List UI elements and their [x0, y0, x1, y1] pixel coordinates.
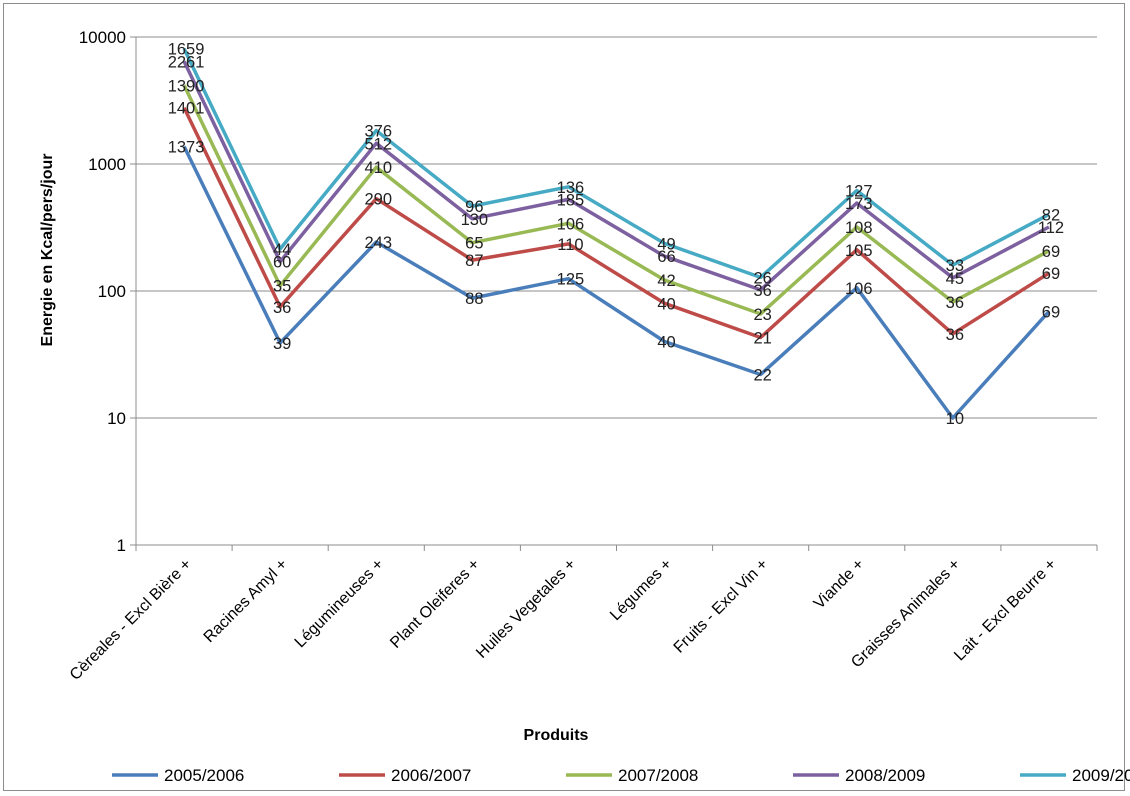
data-label: 290 — [364, 191, 392, 209]
y-axis-title: Energie en Kcal/pers/jour — [39, 154, 56, 347]
data-label: 36 — [946, 326, 964, 344]
series-line — [182, 47, 1050, 280]
y-axis-ticks: 1 10 100 1000 10000 — [79, 28, 136, 555]
data-label: 42 — [657, 272, 675, 290]
data-label: 173 — [845, 195, 873, 213]
series-line — [182, 145, 1051, 420]
series-line — [182, 60, 1050, 292]
data-label: 110 — [557, 236, 583, 254]
data-label: 10 — [946, 410, 964, 428]
x-tick-label: Fruits - Excl Vin + — [671, 556, 772, 657]
data-label: 125 — [557, 271, 585, 289]
x-tick-label: Plant Oleiferes + — [387, 556, 483, 652]
data-label: 60 — [273, 254, 291, 272]
data-label: 243 — [364, 234, 392, 252]
series-line — [182, 106, 1050, 340]
data-label: 1659 — [168, 41, 205, 59]
x-tick-label: Légumes + — [607, 556, 675, 624]
data-label: 44 — [273, 241, 291, 259]
data-label: 108 — [845, 219, 873, 237]
data-label: 69 — [1042, 265, 1060, 283]
legend-label: 2006/2007 — [391, 766, 471, 785]
x-tick-label: Graisses Animales + — [848, 556, 963, 671]
data-label: 69 — [1042, 303, 1060, 321]
data-label: 106 — [845, 280, 873, 298]
data-label: 112 — [1038, 219, 1064, 237]
data-label: 410 — [364, 159, 392, 177]
data-label: 65 — [465, 235, 483, 253]
data-label: 130 — [461, 211, 489, 229]
data-label: 39 — [273, 335, 291, 353]
data-label: 69 — [1042, 243, 1060, 261]
data-label: 49 — [657, 235, 675, 253]
x-tick-label: Légumineuses + — [292, 556, 387, 651]
legend-label: 2007/2008 — [618, 766, 698, 785]
series-lines — [182, 47, 1051, 420]
data-label: 40 — [657, 334, 675, 352]
x-tick-label: Huiles Vegetales + — [473, 556, 579, 662]
data-label: 136 — [557, 179, 585, 197]
data-label: 2261 — [168, 53, 205, 71]
y-tick-label: 1000 — [88, 155, 126, 174]
data-label: 66 — [657, 248, 675, 266]
data-label: 185 — [557, 191, 585, 209]
x-axis-ticks: Cèreales - Excl Bière + Racines Amyl + Lég… — [67, 545, 1098, 684]
data-label: 105 — [845, 242, 873, 260]
legend-label: 2005/2006 — [164, 766, 244, 785]
data-label: 512 — [364, 135, 392, 153]
data-label: 22 — [753, 367, 771, 385]
data-label: 376 — [364, 123, 392, 141]
data-label: 106 — [557, 215, 585, 233]
data-label: 45 — [946, 270, 964, 288]
y-tick-label: 10000 — [79, 28, 126, 47]
data-label: 35 — [273, 278, 291, 296]
data-label: 36 — [946, 294, 964, 312]
data-label: 82 — [1042, 206, 1060, 224]
data-label: 26 — [753, 269, 771, 287]
data-label: 1373 — [168, 139, 205, 157]
y-tick-label: 100 — [98, 282, 126, 301]
data-labels: 1373 39 243 88 125 40 22 106 10 69 1401 36 290 87 110 4… — [168, 41, 1064, 428]
data-label: 36 — [273, 299, 291, 317]
legend-label: 2009/2010 — [1072, 766, 1130, 785]
data-label: 127 — [845, 182, 873, 200]
data-label: 23 — [753, 306, 771, 324]
x-tick-label: Racines Amyl + — [201, 556, 291, 646]
series-line — [182, 84, 1050, 316]
legend: 2005/2006 2006/2007 2007/2008 2008/2009 2009… — [112, 766, 1130, 785]
legend-label: 2008/2009 — [845, 766, 925, 785]
data-label: 87 — [465, 252, 483, 270]
data-label: 40 — [657, 295, 675, 313]
y-tick-label: 1 — [117, 536, 126, 555]
x-tick-label: Cèreales - Excl Bière + — [67, 556, 195, 684]
x-axis-title: Produits — [524, 727, 589, 744]
x-tick-label: Viande + — [811, 556, 868, 613]
data-label: 88 — [465, 290, 483, 308]
y-tick-label: 10 — [107, 409, 126, 428]
data-label: 33 — [946, 257, 964, 275]
data-label: 1390 — [168, 77, 205, 95]
x-tick-label: Lait - Excl Beurre + — [951, 556, 1060, 665]
data-label: 21 — [753, 330, 771, 348]
data-label: 36 — [753, 282, 771, 300]
data-label: 1401 — [168, 100, 205, 118]
data-label: 96 — [465, 198, 483, 216]
